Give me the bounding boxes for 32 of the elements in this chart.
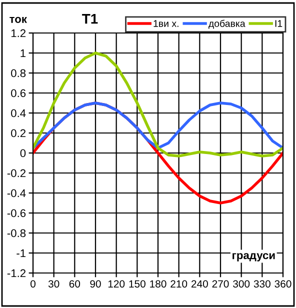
x-axis-title: градуси	[232, 253, 275, 262]
legend-label: 1ви х.	[154, 20, 178, 27]
y-tick-label: -0.2	[7, 169, 26, 178]
y-tick-label: 0.2	[11, 129, 26, 138]
y-tick-label: 1	[20, 49, 26, 58]
x-tick-label: 30	[48, 280, 60, 288]
x-tick-label: 180	[150, 280, 166, 288]
y-tick-label: 0.4	[11, 109, 26, 118]
x-tick-label: 300	[233, 280, 250, 288]
x-tick-label: 120	[108, 280, 125, 288]
x-tick-label: 0	[30, 280, 36, 288]
chart-title: T1	[82, 14, 98, 24]
y-tick-label: -1.2	[7, 269, 26, 278]
y-tick-label: 0.6	[11, 89, 26, 98]
legend-label: I1	[275, 20, 282, 27]
x-tick-label: 330	[254, 280, 270, 288]
x-tick-label: 270	[212, 280, 229, 288]
x-tick-label: 150	[129, 280, 146, 288]
x-tick-label: 210	[170, 280, 188, 288]
y-tick-label: -0.4	[7, 189, 26, 198]
y-tick-label: -0.6	[7, 209, 26, 218]
y-tick-label: 0	[20, 149, 26, 158]
y-tick-label: -1	[16, 249, 26, 258]
x-tick-label: 240	[192, 280, 208, 288]
y-tick-label: 0.8	[11, 69, 26, 78]
x-tick-label: 60	[69, 280, 80, 288]
x-tick-label: 360	[274, 280, 292, 288]
y-tick-label: 1.2	[11, 29, 26, 38]
y-tick-label: -0.8	[7, 229, 26, 238]
x-tick-label: 90	[90, 280, 101, 288]
legend-label: добавка	[208, 20, 246, 29]
y-axis-title: ток	[10, 16, 27, 23]
